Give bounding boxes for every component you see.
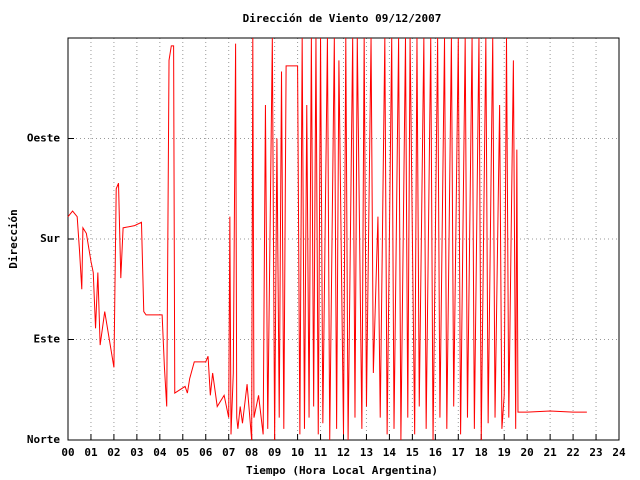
x-tick-label: 06 — [199, 446, 213, 459]
x-tick-label: 00 — [61, 446, 74, 459]
x-tick-label: 03 — [130, 446, 143, 459]
x-tick-label: 13 — [360, 446, 373, 459]
x-tick-label: 11 — [314, 446, 328, 459]
y-tick-label: Norte — [27, 433, 60, 446]
x-tick-label: 14 — [383, 446, 397, 459]
x-tick-label: 07 — [222, 446, 235, 459]
y-tick-label: Oeste — [27, 132, 60, 145]
y-tick-label: Sur — [40, 232, 60, 245]
x-tick-label: 08 — [245, 446, 258, 459]
x-tick-label: 04 — [153, 446, 167, 459]
x-tick-label: 18 — [475, 446, 488, 459]
x-tick-label: 16 — [429, 446, 443, 459]
data-line — [67, 37, 587, 441]
x-tick-label: 21 — [544, 446, 558, 459]
x-tick-label: 17 — [452, 446, 465, 459]
x-tick-label: 22 — [566, 446, 579, 459]
x-tick-label: 23 — [589, 446, 602, 459]
x-tick-label: 09 — [268, 446, 281, 459]
x-tick-label: 02 — [107, 446, 120, 459]
y-tick-label: Este — [34, 333, 61, 346]
x-tick-label: 12 — [337, 446, 350, 459]
x-tick-label: 05 — [176, 446, 189, 459]
x-tick-label: 10 — [291, 446, 304, 459]
chart-title: Dirección de Viento 09/12/2007 — [243, 12, 442, 25]
x-tick-label: 01 — [84, 446, 98, 459]
plot-border — [67, 37, 620, 441]
x-tick-label: 15 — [406, 446, 419, 459]
x-tick-label: 24 — [612, 446, 626, 459]
x-tick-label: 20 — [521, 446, 534, 459]
x-tick-label: 19 — [498, 446, 511, 459]
x-axis-label: Tiempo (Hora Local Argentina) — [246, 464, 438, 477]
y-axis-label: Dirección — [7, 209, 20, 269]
